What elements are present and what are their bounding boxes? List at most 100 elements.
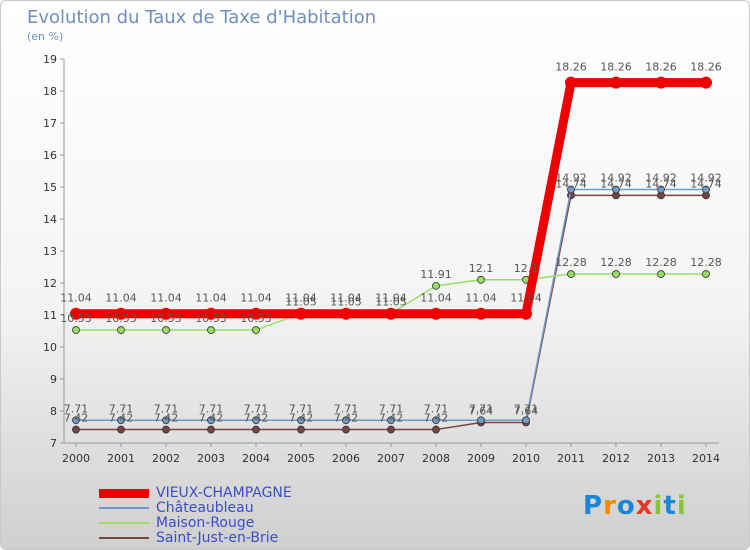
legend-label: Maison-Rouge (156, 515, 255, 531)
x-tick-label: 2001 (107, 452, 135, 465)
data-label: 14.74 (600, 177, 632, 190)
data-label: 12.28 (600, 256, 632, 269)
data-label: 18.26 (600, 61, 632, 74)
data-point (207, 416, 215, 425)
data-label: 12.1 (514, 262, 539, 275)
data-point (385, 307, 397, 320)
x-tick-label: 2008 (422, 452, 450, 465)
data-point (250, 307, 262, 320)
logo-letter: t (663, 491, 677, 521)
data-label: 7.71 (109, 402, 134, 415)
data-point (162, 326, 170, 334)
data-label: 7.71 (514, 402, 539, 415)
data-point (655, 76, 667, 89)
data-label: 7.42 (154, 412, 179, 425)
data-label: 7.71 (379, 402, 404, 415)
data-point (117, 326, 125, 334)
data-label: 11.04 (150, 292, 182, 305)
data-label: 10.53 (105, 312, 137, 325)
data-point (160, 307, 172, 320)
data-point (72, 416, 80, 425)
data-point (657, 270, 665, 278)
data-point (477, 416, 485, 425)
data-label: 11.04 (105, 292, 137, 305)
logo-letter: i (653, 491, 664, 521)
data-label: 7.42 (424, 412, 449, 425)
data-label: 14.92 (555, 172, 587, 185)
proxiti-logo: Proxiti (583, 491, 687, 521)
data-point (702, 185, 710, 194)
y-tick-label: 8 (50, 405, 57, 418)
data-point (297, 425, 305, 434)
data-point (252, 416, 260, 425)
data-point (115, 307, 127, 320)
data-point (162, 425, 170, 434)
data-point (612, 185, 620, 194)
data-label: 12.1 (469, 262, 494, 275)
data-label: 11.04 (420, 292, 452, 305)
data-label: 7.42 (109, 412, 134, 425)
x-tick-label: 2010 (512, 452, 540, 465)
data-label: 12.28 (690, 256, 722, 269)
x-tick-label: 2009 (467, 452, 495, 465)
data-point (117, 416, 125, 425)
data-label: 14.92 (690, 172, 722, 185)
data-point (340, 307, 352, 320)
y-tick-label: 16 (43, 149, 57, 162)
data-point (565, 76, 577, 89)
data-point (117, 425, 125, 434)
data-label: 7.71 (64, 402, 89, 415)
data-label: 7.42 (289, 412, 314, 425)
data-label: 7.71 (244, 402, 269, 415)
y-tick-label: 11 (43, 309, 57, 322)
y-tick-label: 12 (43, 277, 57, 290)
data-label: 11.05 (375, 295, 407, 308)
logo-letter: o (616, 491, 636, 521)
data-point (72, 326, 80, 334)
data-point (297, 416, 305, 425)
data-label: 11.04 (285, 292, 317, 305)
data-point (342, 425, 350, 434)
y-axis-unit-label: (en %) (27, 30, 64, 43)
data-point (610, 76, 622, 89)
data-label: 7.64 (469, 405, 494, 418)
data-label: 10.53 (240, 312, 272, 325)
data-point (657, 185, 665, 194)
data-label: 18.26 (645, 61, 677, 74)
legend-swatch (99, 537, 149, 539)
data-label: 11.04 (60, 292, 92, 305)
data-point (567, 270, 575, 278)
data-label: 7.71 (424, 402, 449, 415)
y-tick-label: 7 (50, 437, 57, 450)
data-label: 11.04 (195, 292, 227, 305)
legend-label: VIEUX-CHAMPAGNE (156, 485, 292, 501)
logo-letter: P (583, 491, 604, 521)
data-point (207, 425, 215, 434)
data-point (295, 307, 307, 320)
data-label: 11.04 (465, 292, 497, 305)
x-tick-label: 2007 (377, 452, 405, 465)
data-point (475, 307, 487, 320)
data-label: 11.04 (240, 292, 272, 305)
data-point (432, 425, 440, 434)
x-tick-label: 2012 (602, 452, 630, 465)
data-point (432, 416, 440, 425)
y-tick-label: 15 (43, 181, 57, 194)
data-label: 14.74 (645, 177, 677, 190)
data-label: 7.71 (199, 402, 224, 415)
y-tick-label: 19 (43, 53, 57, 66)
data-point (387, 425, 395, 434)
chart-title: Evolution du Taux de Taxe d'Habitation (27, 7, 377, 28)
legend-swatch (99, 507, 149, 509)
data-label: 7.42 (379, 412, 404, 425)
data-label: 14.74 (690, 177, 722, 190)
data-label: 7.42 (199, 412, 224, 425)
data-point (612, 270, 620, 278)
logo-letter: x (635, 491, 654, 521)
data-point (162, 416, 170, 425)
data-label: 7.42 (334, 412, 359, 425)
data-label: 7.71 (154, 402, 179, 415)
data-label: 11.05 (330, 295, 362, 308)
data-point (252, 326, 260, 334)
x-tick-label: 2002 (152, 452, 180, 465)
